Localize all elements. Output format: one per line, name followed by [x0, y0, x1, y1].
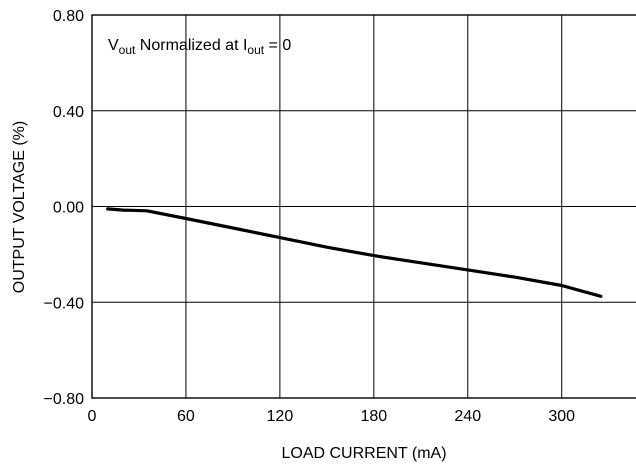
tick-labels: 0 60 120 180 240 300 0.80 0.40 0.00 −0.40 −0.80: [44, 8, 576, 425]
x-tick-label: 60: [177, 408, 195, 425]
y-axis-label: OUTPUT VOLTAGE (%): [11, 121, 28, 293]
x-tick-label: 120: [267, 408, 294, 425]
x-tick-label: 240: [454, 408, 481, 425]
grid: [92, 15, 636, 398]
y-tick-label: 0.80: [53, 8, 84, 25]
series-lines: [106, 207, 603, 298]
x-axis-label: LOAD CURRENT (mA): [281, 445, 446, 462]
annotation-base: V: [108, 37, 119, 54]
x-tick-label: 180: [360, 408, 387, 425]
annotation: Vout Normalized at Iout = 0: [108, 37, 291, 57]
annotation-middle: Normalized at I: [135, 37, 247, 54]
x-tick-label: 0: [88, 408, 97, 425]
annotation-base-subscript: out: [119, 43, 136, 57]
annotation-middle-subscript: out: [247, 43, 264, 57]
y-tick-label: −0.40: [44, 295, 85, 312]
plot-frame: [91, 14, 636, 399]
x-tick-label: 300: [548, 408, 575, 425]
y-tick-label: 0.40: [53, 104, 84, 121]
series-line-0: [106, 207, 603, 298]
y-tick-label: 0.00: [53, 200, 84, 217]
annotation-tail: = 0: [264, 37, 291, 54]
y-tick-label: −0.80: [44, 391, 85, 408]
